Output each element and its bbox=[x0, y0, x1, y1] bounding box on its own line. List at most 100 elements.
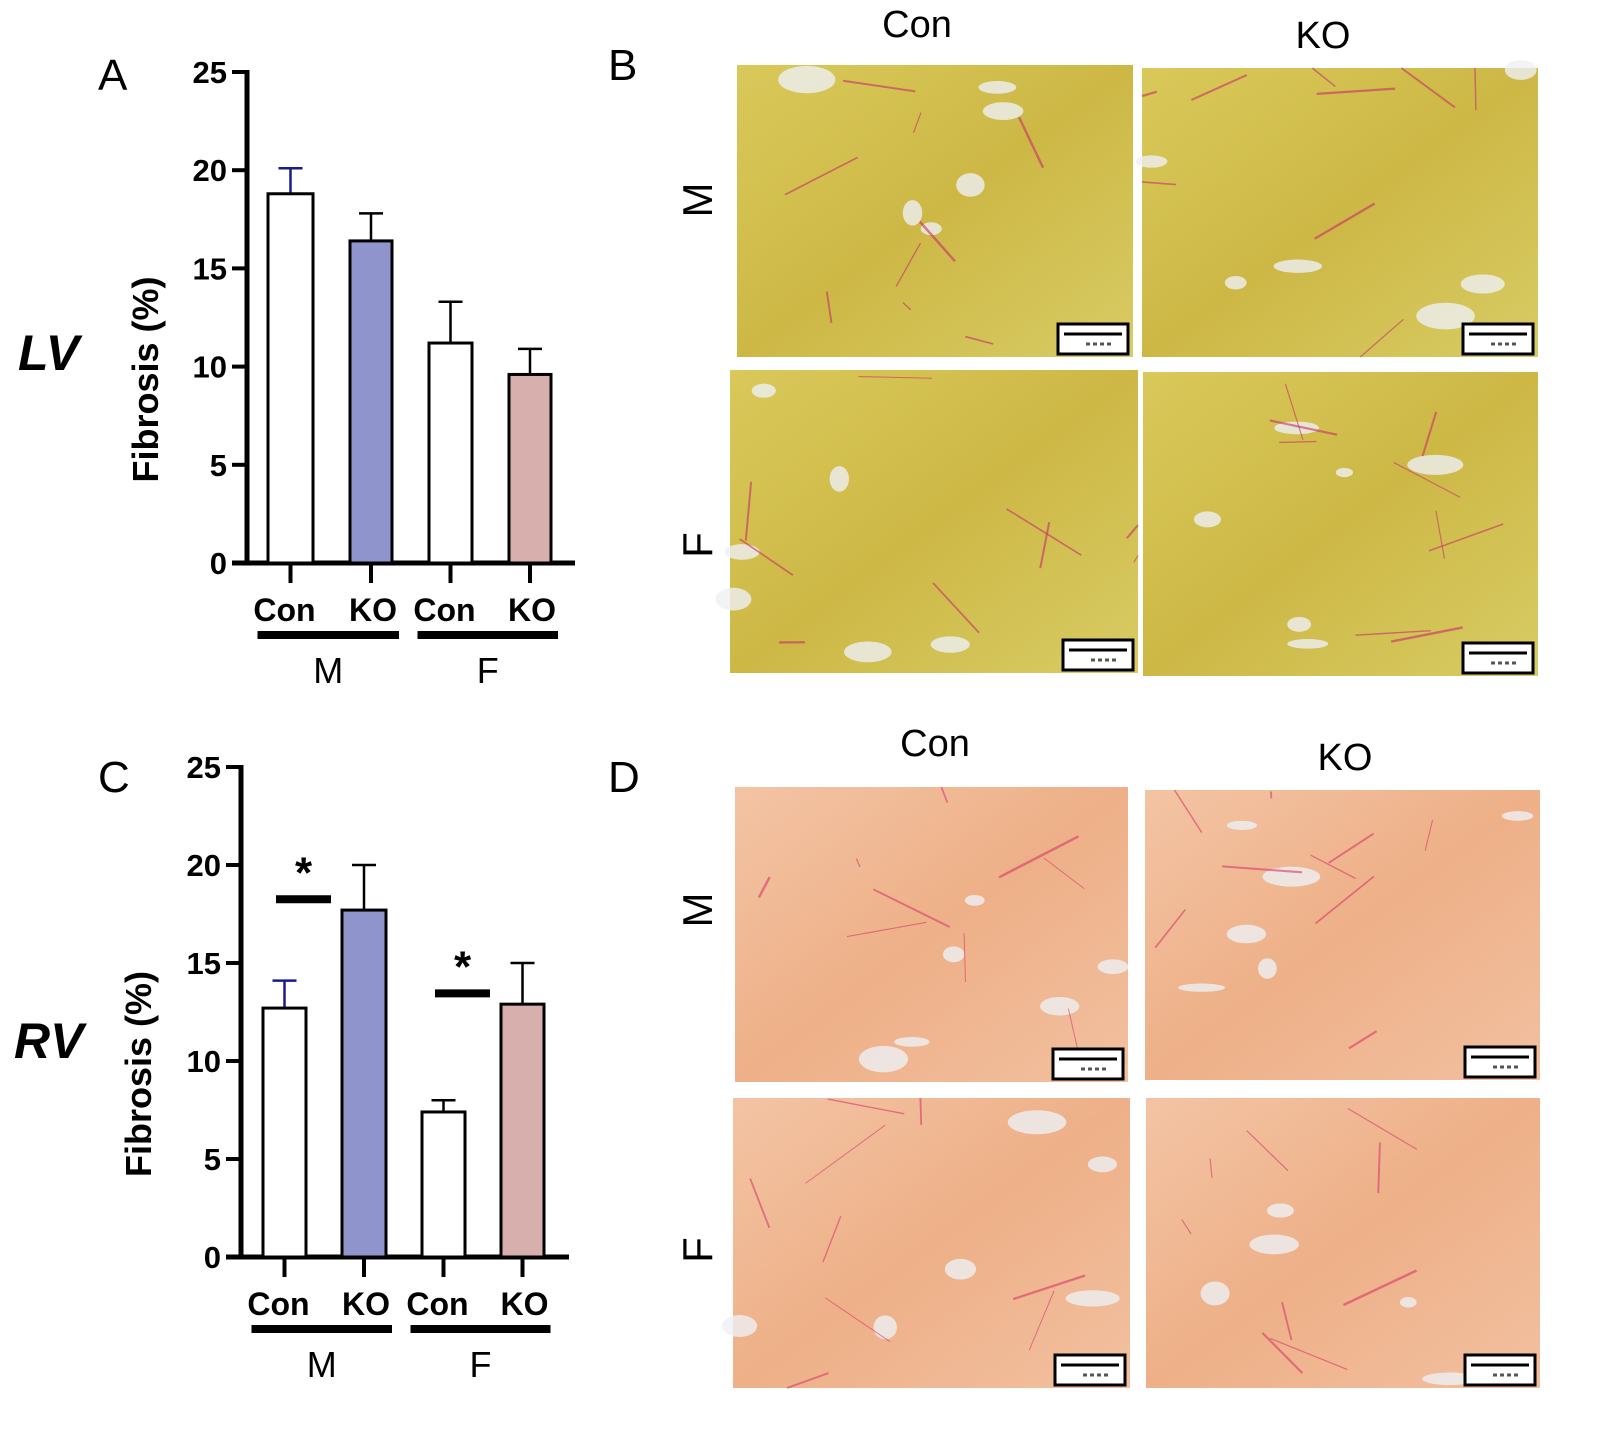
tissue-gap bbox=[1257, 958, 1277, 979]
scale-bar bbox=[1051, 1047, 1125, 1081]
significance-marker: * bbox=[454, 942, 472, 991]
tissue-gap bbox=[902, 200, 923, 226]
panel-label-a: A bbox=[98, 51, 128, 100]
micrograph-b-m-con bbox=[737, 65, 1133, 357]
collagen-fiber bbox=[1347, 1108, 1418, 1150]
tissue-gap bbox=[1399, 1297, 1417, 1308]
tissue-gap bbox=[920, 222, 942, 236]
collagen-fiber bbox=[1133, 555, 1139, 563]
x-tick-label: Con bbox=[253, 592, 315, 628]
collagen-fiber bbox=[1043, 857, 1085, 890]
collagen-fiber bbox=[1314, 202, 1376, 240]
micrograph-d-f-con bbox=[722, 1097, 1130, 1389]
tissue-gap bbox=[715, 587, 752, 611]
group-label: F bbox=[470, 1344, 492, 1385]
collagen-fiber bbox=[786, 1372, 829, 1389]
collagen-fiber bbox=[825, 1297, 891, 1343]
collagen-fiber bbox=[1181, 1219, 1192, 1235]
collagen-fiber bbox=[1246, 1130, 1289, 1172]
tissue-gap bbox=[944, 1258, 977, 1280]
tissue-gap bbox=[1224, 276, 1247, 290]
collagen-fiber bbox=[1390, 626, 1463, 643]
bar-ko bbox=[340, 908, 388, 1259]
tissue-gap bbox=[978, 81, 1017, 94]
collagen-fiber bbox=[1359, 318, 1404, 358]
tissue-gap bbox=[1262, 866, 1321, 887]
micrograph-d-m-con bbox=[735, 786, 1129, 1082]
scale-bar-box bbox=[1463, 1045, 1537, 1079]
scale-bar bbox=[1461, 322, 1535, 356]
row-label-d-f: F bbox=[674, 1237, 721, 1263]
x-tick-label: KO bbox=[501, 1286, 549, 1322]
tissue-gap bbox=[1266, 1203, 1294, 1218]
tissue-gap bbox=[844, 641, 892, 663]
collagen-fiber bbox=[964, 335, 994, 345]
x-tick-label: KO bbox=[508, 592, 556, 628]
x-tick-label: KO bbox=[342, 1286, 390, 1322]
y-tick-label: 5 bbox=[210, 448, 227, 483]
row-label-b-f: F bbox=[674, 532, 721, 558]
collagen-fiber bbox=[919, 1097, 923, 1125]
x-tick-label: Con bbox=[413, 592, 475, 628]
scale-bar bbox=[1056, 322, 1130, 356]
collagen-fiber bbox=[872, 888, 951, 928]
scale-bar-box bbox=[1056, 322, 1130, 356]
micrograph-d-m-ko bbox=[1145, 789, 1540, 1080]
tissue-gap bbox=[1504, 60, 1537, 80]
tissue-image bbox=[1145, 790, 1540, 1080]
tissue-image bbox=[733, 1098, 1130, 1388]
y-tick-label: 20 bbox=[187, 848, 221, 883]
tissue-gap bbox=[751, 383, 776, 398]
group-label: F bbox=[477, 650, 499, 691]
collagen-fiber bbox=[1191, 74, 1248, 101]
y-tick-label: 10 bbox=[187, 1044, 221, 1079]
tissue-gap bbox=[858, 1045, 909, 1073]
collagen-fiber bbox=[842, 79, 916, 93]
scale-bar bbox=[1053, 1353, 1127, 1387]
collagen-fiber bbox=[1141, 181, 1177, 186]
panel-label-b: B bbox=[608, 41, 637, 90]
y-tick-label: 25 bbox=[187, 750, 221, 785]
tissue-gap bbox=[1226, 820, 1258, 830]
x-tick-label: Con bbox=[247, 1286, 309, 1322]
collagen-fiber bbox=[1400, 67, 1456, 109]
y-axis-label: Fibrosis (%) bbox=[118, 971, 159, 1177]
collagen-fiber bbox=[1314, 875, 1375, 925]
tissue-gap bbox=[1249, 1234, 1299, 1255]
collagen-fiber bbox=[1221, 865, 1303, 874]
bar-con bbox=[261, 1006, 308, 1259]
y-tick-label: 20 bbox=[193, 153, 227, 188]
collagen-fiber bbox=[1424, 819, 1434, 851]
tissue-gap bbox=[1097, 959, 1129, 975]
collagen-fiber bbox=[1311, 67, 1336, 88]
collagen-fiber bbox=[739, 538, 794, 576]
collagen-fiber bbox=[932, 582, 980, 634]
collagen-fiber bbox=[1435, 510, 1446, 559]
collagen-fiber bbox=[1173, 789, 1203, 834]
y-tick-label: 0 bbox=[210, 546, 227, 581]
collagen-fiber bbox=[805, 1124, 886, 1184]
collagen-fiber bbox=[895, 242, 922, 287]
collagen-fiber bbox=[757, 876, 771, 899]
collagen-fiber bbox=[1269, 419, 1338, 436]
collagen-fiber bbox=[825, 291, 833, 324]
collagen-fiber bbox=[1474, 67, 1477, 111]
bar-ko bbox=[507, 372, 553, 565]
tissue-gap bbox=[1087, 1156, 1118, 1173]
bar-con bbox=[266, 192, 315, 565]
collagen-fiber bbox=[1279, 440, 1317, 444]
y-tick-label: 0 bbox=[204, 1240, 221, 1275]
collagen-fiber bbox=[1421, 411, 1438, 457]
collagen-fiber bbox=[1261, 1332, 1304, 1374]
tissue-gap bbox=[1416, 302, 1475, 330]
tissue-gap bbox=[1065, 1290, 1120, 1307]
tissue-gap bbox=[1460, 274, 1505, 294]
tissue-gap bbox=[956, 173, 985, 197]
tissue-gap bbox=[724, 544, 760, 560]
collagen-fiber bbox=[1209, 1158, 1213, 1178]
collagen-fiber bbox=[963, 933, 966, 982]
collagen-fiber bbox=[1355, 630, 1431, 636]
tissue-gap bbox=[1040, 996, 1080, 1016]
